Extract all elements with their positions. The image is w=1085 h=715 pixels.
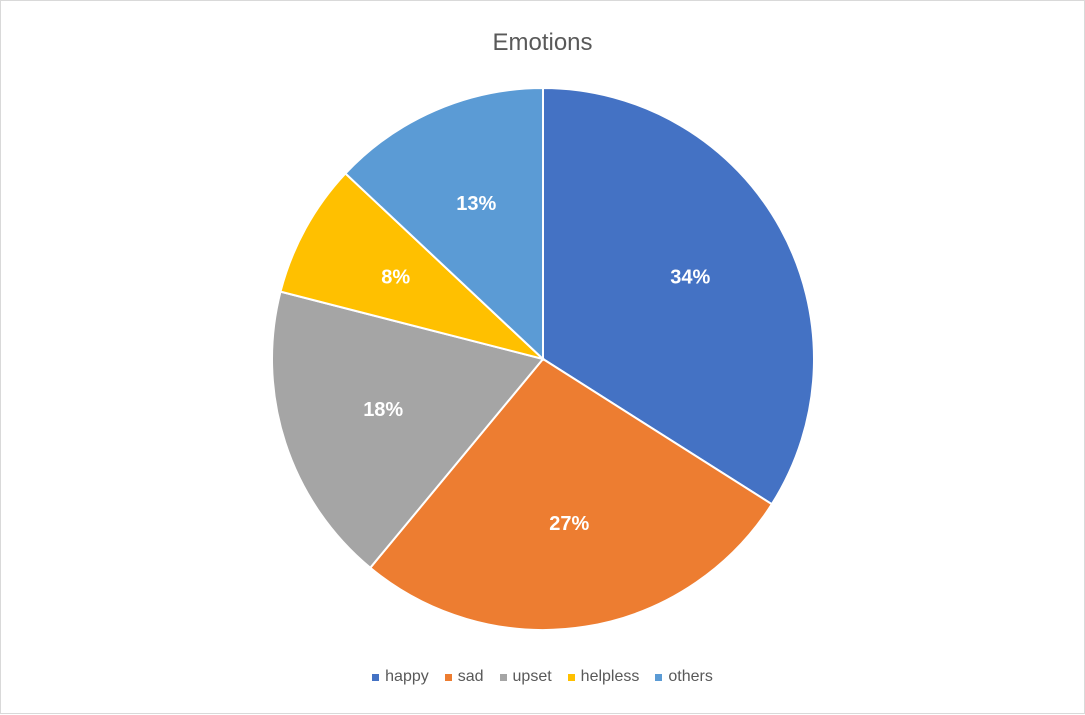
legend-swatch <box>567 673 575 681</box>
legend-label: happy <box>385 668 429 685</box>
legend-label: upset <box>512 668 552 685</box>
chart-title: Emotions <box>492 29 593 56</box>
legend-item-others: others <box>655 668 713 686</box>
legend-label: sad <box>457 668 484 685</box>
pie-slice-sad <box>368 357 774 631</box>
pie-slice-upset <box>271 290 545 570</box>
data-label-helpless: 8% <box>381 266 410 288</box>
pie-slice-others <box>344 86 544 362</box>
data-label-upset: 18% <box>363 399 403 421</box>
chart-legend: happy sad upset helpless others <box>1 668 1084 686</box>
pie-slice-helpless <box>279 172 544 360</box>
legend-swatch <box>444 673 452 681</box>
data-label-happy: 34% <box>670 266 710 288</box>
data-label-sad: 27% <box>549 513 589 535</box>
legend-item-happy: happy <box>372 668 429 686</box>
data-label-others: 13% <box>456 193 496 215</box>
legend-item-upset: upset <box>499 668 552 686</box>
legend-swatch <box>499 673 507 681</box>
legend-swatch <box>372 673 380 681</box>
pie-slice-happy <box>542 86 815 506</box>
legend-label: helpless <box>580 668 640 685</box>
legend-label: others <box>668 668 713 685</box>
legend-swatch <box>655 673 663 681</box>
legend-item-helpless: helpless <box>567 668 640 686</box>
legend-item-sad: sad <box>444 668 484 686</box>
